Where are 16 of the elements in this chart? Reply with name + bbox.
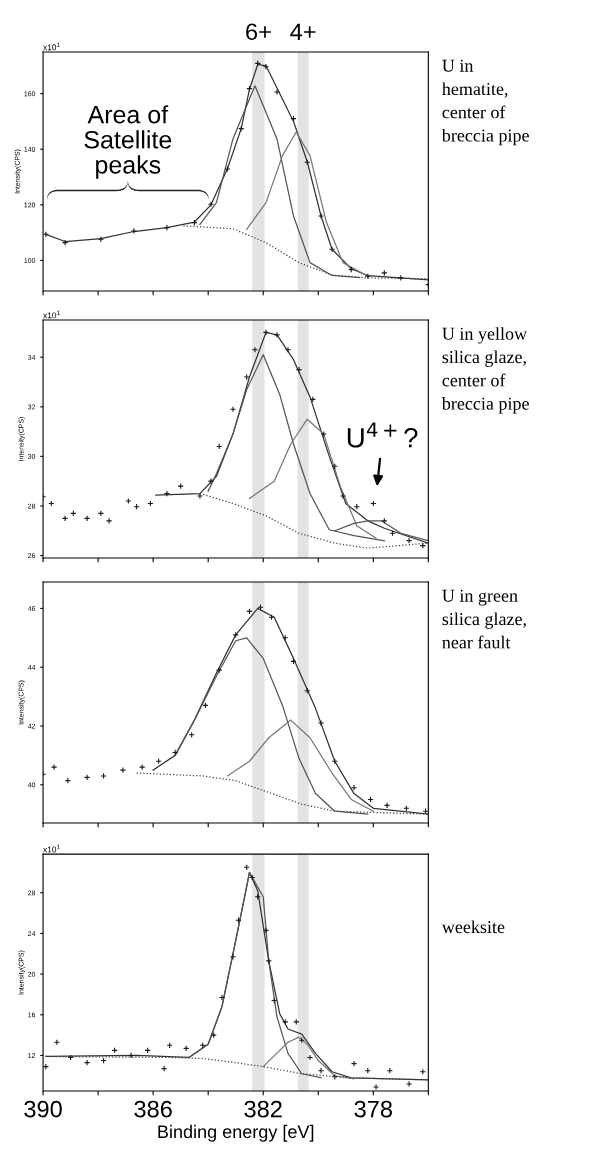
x-tick-label: 386 <box>134 1100 172 1118</box>
text: x10$^{1}$ <box>43 844 60 853</box>
text: U in hematite, center of breccia pipe <box>441 59 529 146</box>
band-label: 4+ <box>290 23 316 40</box>
x-tick-label: 382 <box>244 1100 282 1118</box>
x-axis-title: Binding energy [eV] <box>158 1124 314 1142</box>
text: x10$^{1}$ <box>43 42 60 51</box>
annotation: U$^{4+}$? <box>347 422 418 448</box>
x-tick-label: 378 <box>354 1100 392 1118</box>
text: U in green silica glaze, near fault <box>442 589 526 649</box>
text: weeksite <box>441 920 505 934</box>
annotation: Area of Satellite peaks <box>84 105 172 179</box>
text: U in yellow silica glaze, center of breccia pipe <box>441 327 529 414</box>
text: x10$^{1}$ <box>43 310 60 319</box>
band-label: 6+ <box>246 23 271 41</box>
x-tick-label: 390 <box>24 1100 62 1118</box>
